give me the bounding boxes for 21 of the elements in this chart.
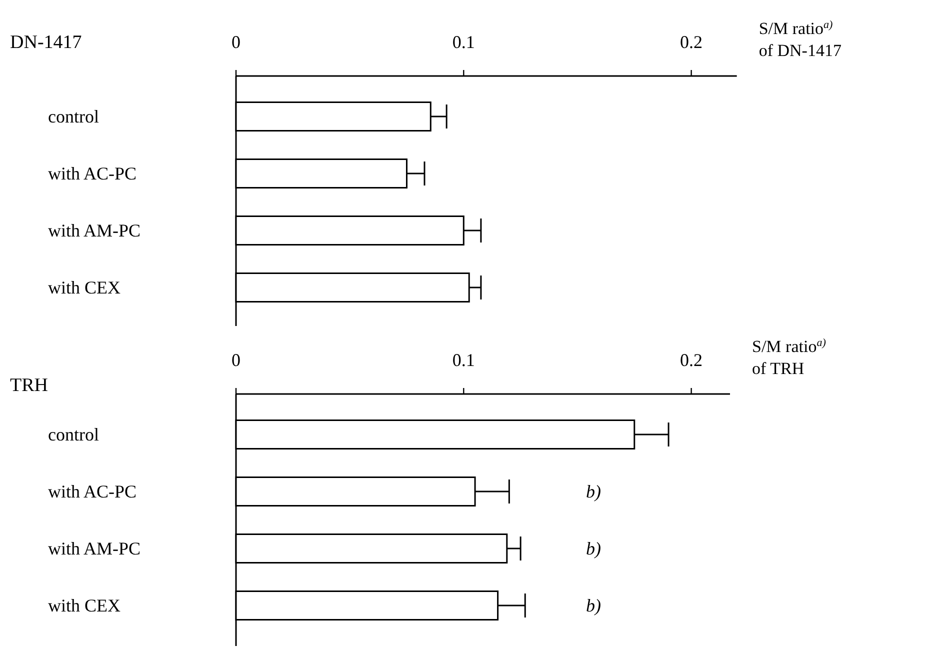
annotation: b) <box>586 538 601 558</box>
y-tick-label: with AC-PC <box>48 482 137 502</box>
y-tick-label: with CEX <box>48 278 121 298</box>
annotation: b) <box>586 596 601 616</box>
x-tick-label: 0.1 <box>452 350 475 370</box>
text: S/M ratio$^{a)}$ of TRH <box>752 337 826 378</box>
x-tick-label: 0 <box>232 350 240 370</box>
text: TRH <box>10 375 48 396</box>
annotation: b) <box>586 482 601 502</box>
y-tick-label: with AM-PC <box>48 220 141 240</box>
text: DN-1417 <box>10 32 82 53</box>
x-tick-label: 0.2 <box>680 32 703 52</box>
x-tick-label: 0.2 <box>680 350 703 370</box>
y-tick-label: control <box>48 106 99 126</box>
y-tick-label: control <box>48 424 99 444</box>
y-tick-label: with CEX <box>48 596 121 616</box>
y-tick-label: with AC-PC <box>48 164 137 184</box>
x-tick-label: 0 <box>232 32 240 52</box>
x-axis-title: S/M ratio$^{a)}$ of DN-1417 <box>758 19 842 60</box>
x-tick-label: 0.1 <box>452 32 475 52</box>
y-tick-label: with AM-PC <box>48 538 141 558</box>
